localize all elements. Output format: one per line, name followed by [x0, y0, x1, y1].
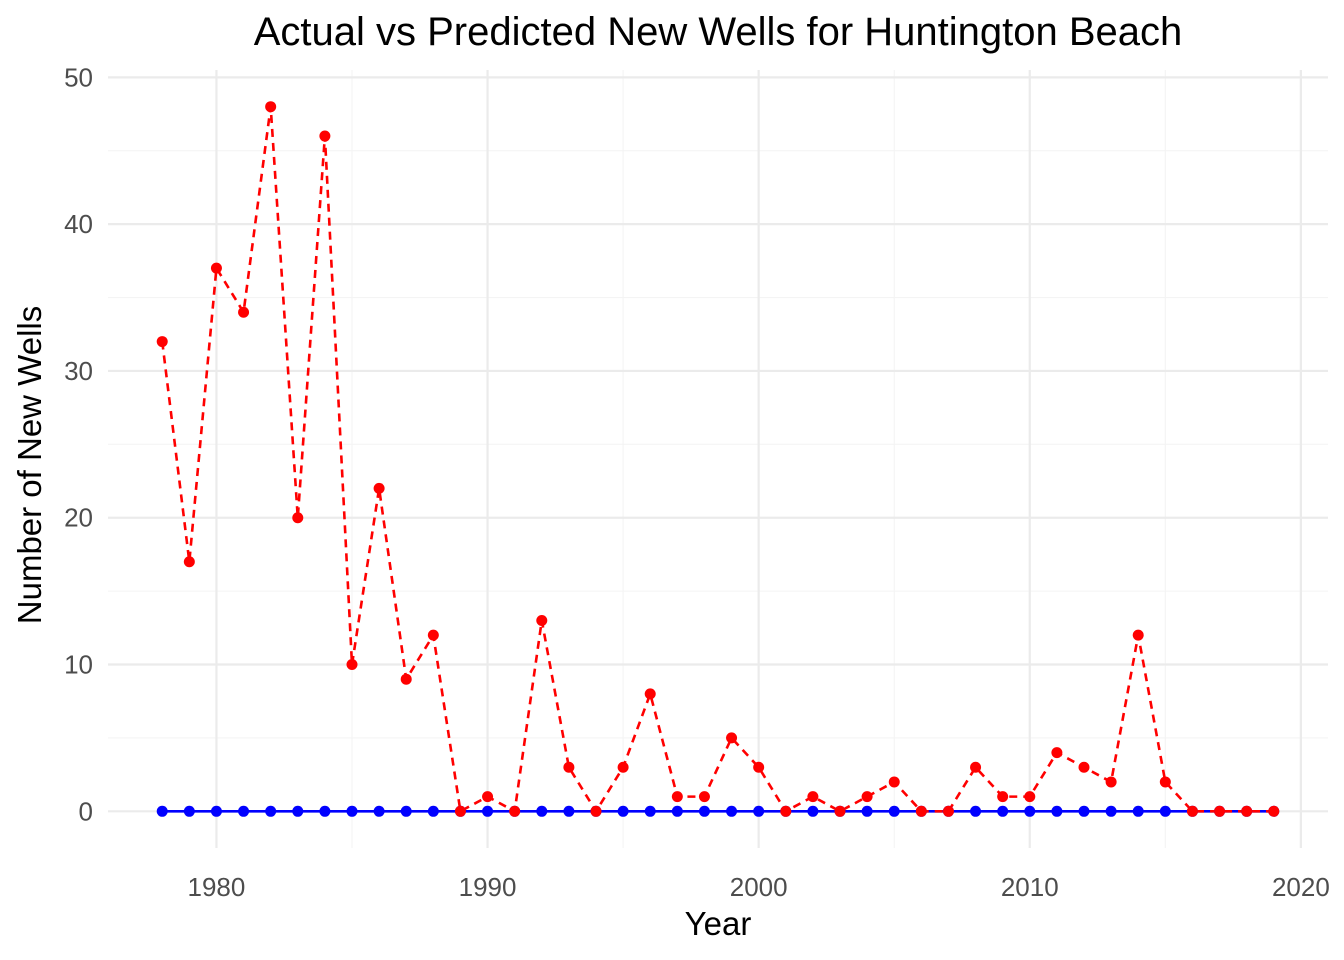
series-layer: [156, 101, 1280, 817]
series-1-point: [780, 805, 792, 817]
series-1-point: [590, 805, 602, 817]
series-1-point: [698, 791, 710, 803]
series-0-point: [1132, 805, 1144, 817]
series-0-point: [238, 805, 250, 817]
series-0-point: [563, 805, 575, 817]
x-tick-label: 1990: [459, 872, 517, 902]
series-1-point: [970, 761, 982, 773]
y-tick-label: 0: [79, 796, 93, 826]
series-1-point: [427, 629, 439, 641]
series-1-point: [1214, 805, 1226, 817]
series-1-point: [915, 805, 927, 817]
series-0-point: [726, 805, 738, 817]
series-0-point: [753, 805, 765, 817]
series-0-point: [183, 805, 195, 817]
y-tick-label: 20: [64, 503, 93, 533]
series-0-point: [671, 805, 683, 817]
series-1-point: [265, 101, 277, 113]
series-0-point: [1078, 805, 1090, 817]
y-tick-label: 10: [64, 650, 93, 680]
series-1-point: [454, 805, 466, 817]
series-1-point: [482, 791, 494, 803]
series-1-point: [373, 482, 385, 494]
series-1-point: [1186, 805, 1198, 817]
y-tick-label: 30: [64, 356, 93, 386]
series-1-point: [1024, 791, 1036, 803]
series-1-point: [753, 761, 765, 773]
series-0-point: [156, 805, 168, 817]
series-0-point: [1159, 805, 1171, 817]
series-0-point: [373, 805, 385, 817]
series-0-point: [698, 805, 710, 817]
y-axis-ticks: 0 10 20 30 40 50: [64, 62, 93, 826]
series-1-point: [536, 614, 548, 626]
series-1-point: [1105, 776, 1117, 788]
series-1-point: [834, 805, 846, 817]
y-tick-label: 40: [64, 209, 93, 239]
x-tick-label: 1980: [188, 872, 246, 902]
series-1-point: [1241, 805, 1253, 817]
x-axis-ticks: 1980 1990 2000 2010 2020: [188, 872, 1330, 902]
series-0-point: [644, 805, 656, 817]
series-1-point: [563, 761, 575, 773]
series-0-point: [400, 805, 412, 817]
series-0-point: [970, 805, 982, 817]
x-tick-label: 2020: [1272, 872, 1330, 902]
series-1-point: [807, 791, 819, 803]
series-1-point: [210, 262, 222, 274]
series-0-point: [482, 805, 494, 817]
series-1-point: [1051, 747, 1063, 759]
series-1-point: [1268, 805, 1280, 817]
series-1-point: [671, 791, 683, 803]
series-0-point: [807, 805, 819, 817]
series-0-point: [617, 805, 629, 817]
series-0-point: [861, 805, 873, 817]
series-1-point: [1132, 629, 1144, 641]
series-1-point: [644, 688, 656, 700]
series-1-point: [861, 791, 873, 803]
series-0-point: [1024, 805, 1036, 817]
series-1-point: [156, 336, 168, 348]
series-1-point: [346, 659, 358, 671]
series-0-point: [1105, 805, 1117, 817]
series-1-point: [1078, 761, 1090, 773]
x-axis-title: Year: [685, 905, 752, 942]
series-1-point: [292, 512, 304, 524]
series-1-point: [997, 791, 1009, 803]
minor-gridlines: [108, 70, 1328, 848]
x-tick-label: 2000: [730, 872, 788, 902]
series-0-point: [210, 805, 222, 817]
series-0-point: [292, 805, 304, 817]
series-1-point: [888, 776, 900, 788]
series-1-point: [726, 732, 738, 744]
chart-title: Actual vs Predicted New Wells for Huntin…: [254, 10, 1183, 54]
series-0-point: [427, 805, 439, 817]
series-1-point: [400, 673, 412, 685]
series-0-point: [536, 805, 548, 817]
series-0-point: [1051, 805, 1063, 817]
series-1-point: [1159, 776, 1171, 788]
major-gridlines: [108, 70, 1328, 848]
series-1-point: [942, 805, 954, 817]
x-tick-label: 2010: [1001, 872, 1059, 902]
series-line-1: [160, 105, 1274, 813]
series-0-point: [346, 805, 358, 817]
series-0-point: [265, 805, 277, 817]
series-0-point: [888, 805, 900, 817]
series-1-point: [509, 805, 521, 817]
y-tick-label: 50: [64, 62, 93, 92]
series-1-point: [617, 761, 629, 773]
series-1-point: [238, 306, 250, 318]
series-1-point: [183, 556, 195, 568]
series-0-point: [997, 805, 1009, 817]
series-1-point: [319, 130, 331, 142]
y-axis-title: Number of New Wells: [11, 306, 48, 624]
series-0-point: [319, 805, 331, 817]
